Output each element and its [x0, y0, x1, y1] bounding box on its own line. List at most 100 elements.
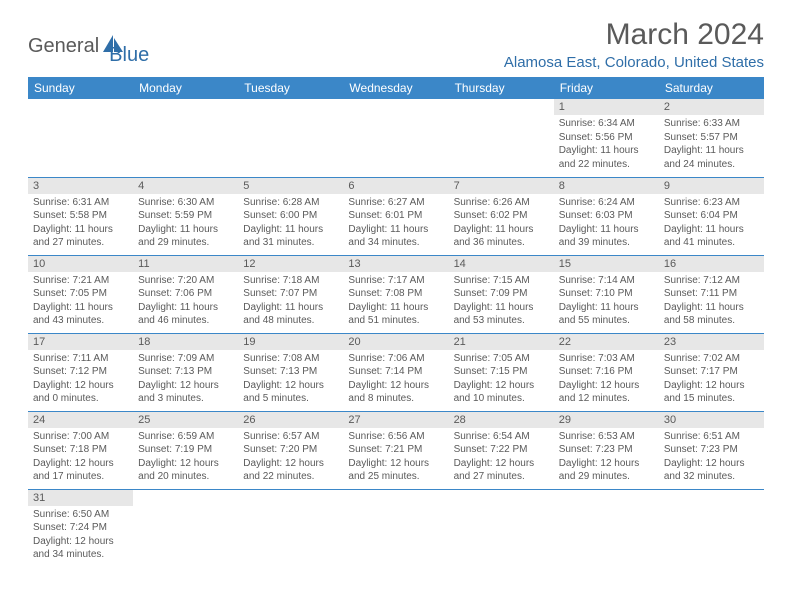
sunset-text: Sunset: 7:14 PM: [348, 365, 443, 379]
day-number: 27: [343, 412, 448, 428]
calendar-day-cell: 24Sunrise: 7:00 AMSunset: 7:18 PMDayligh…: [28, 411, 133, 489]
sunset-text: Sunset: 7:09 PM: [454, 287, 549, 301]
calendar-empty-cell: [343, 99, 448, 177]
calendar-day-cell: 14Sunrise: 7:15 AMSunset: 7:09 PMDayligh…: [449, 255, 554, 333]
sunrise-text: Sunrise: 6:31 AM: [33, 196, 128, 210]
day-details: Sunrise: 7:05 AMSunset: 7:15 PMDaylight:…: [449, 351, 554, 409]
day-number: 18: [133, 334, 238, 350]
daylight-text: Daylight: 11 hours and 53 minutes.: [454, 301, 549, 328]
sunset-text: Sunset: 6:00 PM: [243, 209, 338, 223]
calendar-day-cell: 19Sunrise: 7:08 AMSunset: 7:13 PMDayligh…: [238, 333, 343, 411]
daylight-text: Daylight: 11 hours and 39 minutes.: [559, 223, 654, 250]
calendar-week-row: 1Sunrise: 6:34 AMSunset: 5:56 PMDaylight…: [28, 99, 764, 177]
calendar-empty-cell: [554, 489, 659, 567]
calendar-empty-cell: [133, 489, 238, 567]
daylight-text: Daylight: 11 hours and 27 minutes.: [33, 223, 128, 250]
sunset-text: Sunset: 7:24 PM: [33, 521, 128, 535]
day-details: Sunrise: 6:34 AMSunset: 5:56 PMDaylight:…: [554, 116, 659, 174]
sunrise-text: Sunrise: 6:50 AM: [33, 508, 128, 522]
calendar-day-cell: 25Sunrise: 6:59 AMSunset: 7:19 PMDayligh…: [133, 411, 238, 489]
sunrise-text: Sunrise: 7:18 AM: [243, 274, 338, 288]
logo: General Blue: [28, 18, 149, 67]
day-number: 13: [343, 256, 448, 272]
sunset-text: Sunset: 7:06 PM: [138, 287, 233, 301]
calendar-empty-cell: [449, 489, 554, 567]
sunrise-text: Sunrise: 7:21 AM: [33, 274, 128, 288]
day-number: 26: [238, 412, 343, 428]
day-details: Sunrise: 6:57 AMSunset: 7:20 PMDaylight:…: [238, 429, 343, 487]
day-details: Sunrise: 6:33 AMSunset: 5:57 PMDaylight:…: [659, 116, 764, 174]
daylight-text: Daylight: 11 hours and 43 minutes.: [33, 301, 128, 328]
day-number: 21: [449, 334, 554, 350]
daylight-text: Daylight: 11 hours and 51 minutes.: [348, 301, 443, 328]
daylight-text: Daylight: 12 hours and 5 minutes.: [243, 379, 338, 406]
calendar-week-row: 10Sunrise: 7:21 AMSunset: 7:05 PMDayligh…: [28, 255, 764, 333]
calendar-table: SundayMondayTuesdayWednesdayThursdayFrid…: [28, 77, 764, 567]
sunrise-text: Sunrise: 6:34 AM: [559, 117, 654, 131]
day-details: Sunrise: 6:30 AMSunset: 5:59 PMDaylight:…: [133, 195, 238, 253]
daylight-text: Daylight: 12 hours and 12 minutes.: [559, 379, 654, 406]
calendar-empty-cell: [133, 99, 238, 177]
day-number: 16: [659, 256, 764, 272]
daylight-text: Daylight: 11 hours and 36 minutes.: [454, 223, 549, 250]
day-number: 23: [659, 334, 764, 350]
daylight-text: Daylight: 12 hours and 20 minutes.: [138, 457, 233, 484]
sunset-text: Sunset: 7:13 PM: [243, 365, 338, 379]
day-details: Sunrise: 7:15 AMSunset: 7:09 PMDaylight:…: [449, 273, 554, 331]
calendar-empty-cell: [238, 99, 343, 177]
sunset-text: Sunset: 6:03 PM: [559, 209, 654, 223]
calendar-day-cell: 27Sunrise: 6:56 AMSunset: 7:21 PMDayligh…: [343, 411, 448, 489]
day-details: Sunrise: 6:27 AMSunset: 6:01 PMDaylight:…: [343, 195, 448, 253]
sunrise-text: Sunrise: 7:06 AM: [348, 352, 443, 366]
day-number: 25: [133, 412, 238, 428]
sunset-text: Sunset: 6:02 PM: [454, 209, 549, 223]
sunset-text: Sunset: 5:58 PM: [33, 209, 128, 223]
day-details: Sunrise: 7:20 AMSunset: 7:06 PMDaylight:…: [133, 273, 238, 331]
day-number: 28: [449, 412, 554, 428]
day-number: 9: [659, 178, 764, 194]
sunrise-text: Sunrise: 7:20 AM: [138, 274, 233, 288]
day-number: 7: [449, 178, 554, 194]
sunrise-text: Sunrise: 6:27 AM: [348, 196, 443, 210]
day-number: 14: [449, 256, 554, 272]
day-details: Sunrise: 6:59 AMSunset: 7:19 PMDaylight:…: [133, 429, 238, 487]
daylight-text: Daylight: 12 hours and 34 minutes.: [33, 535, 128, 562]
weekday-header: Monday: [133, 77, 238, 99]
sunrise-text: Sunrise: 7:15 AM: [454, 274, 549, 288]
day-number: 15: [554, 256, 659, 272]
logo-text-general: General: [28, 35, 99, 58]
weekday-header: Saturday: [659, 77, 764, 99]
sunrise-text: Sunrise: 6:54 AM: [454, 430, 549, 444]
calendar-day-cell: 18Sunrise: 7:09 AMSunset: 7:13 PMDayligh…: [133, 333, 238, 411]
daylight-text: Daylight: 12 hours and 17 minutes.: [33, 457, 128, 484]
sunset-text: Sunset: 5:59 PM: [138, 209, 233, 223]
calendar-day-cell: 21Sunrise: 7:05 AMSunset: 7:15 PMDayligh…: [449, 333, 554, 411]
day-details: Sunrise: 6:24 AMSunset: 6:03 PMDaylight:…: [554, 195, 659, 253]
calendar-week-row: 24Sunrise: 7:00 AMSunset: 7:18 PMDayligh…: [28, 411, 764, 489]
day-number: 2: [659, 99, 764, 115]
daylight-text: Daylight: 12 hours and 8 minutes.: [348, 379, 443, 406]
day-details: Sunrise: 7:00 AMSunset: 7:18 PMDaylight:…: [28, 429, 133, 487]
sunset-text: Sunset: 7:08 PM: [348, 287, 443, 301]
daylight-text: Daylight: 12 hours and 32 minutes.: [664, 457, 759, 484]
calendar-day-cell: 13Sunrise: 7:17 AMSunset: 7:08 PMDayligh…: [343, 255, 448, 333]
daylight-text: Daylight: 11 hours and 46 minutes.: [138, 301, 233, 328]
day-details: Sunrise: 7:02 AMSunset: 7:17 PMDaylight:…: [659, 351, 764, 409]
location-subtitle: Alamosa East, Colorado, United States: [504, 54, 764, 71]
sunset-text: Sunset: 7:23 PM: [559, 443, 654, 457]
daylight-text: Daylight: 12 hours and 22 minutes.: [243, 457, 338, 484]
daylight-text: Daylight: 12 hours and 15 minutes.: [664, 379, 759, 406]
calendar-day-cell: 20Sunrise: 7:06 AMSunset: 7:14 PMDayligh…: [343, 333, 448, 411]
sunrise-text: Sunrise: 7:02 AM: [664, 352, 759, 366]
sunrise-text: Sunrise: 7:09 AM: [138, 352, 233, 366]
sunset-text: Sunset: 7:12 PM: [33, 365, 128, 379]
day-number: 5: [238, 178, 343, 194]
daylight-text: Daylight: 11 hours and 24 minutes.: [664, 144, 759, 171]
day-details: Sunrise: 7:11 AMSunset: 7:12 PMDaylight:…: [28, 351, 133, 409]
calendar-week-row: 31Sunrise: 6:50 AMSunset: 7:24 PMDayligh…: [28, 489, 764, 567]
calendar-day-cell: 1Sunrise: 6:34 AMSunset: 5:56 PMDaylight…: [554, 99, 659, 177]
calendar-empty-cell: [343, 489, 448, 567]
sunset-text: Sunset: 7:19 PM: [138, 443, 233, 457]
sunset-text: Sunset: 7:16 PM: [559, 365, 654, 379]
day-details: Sunrise: 6:26 AMSunset: 6:02 PMDaylight:…: [449, 195, 554, 253]
